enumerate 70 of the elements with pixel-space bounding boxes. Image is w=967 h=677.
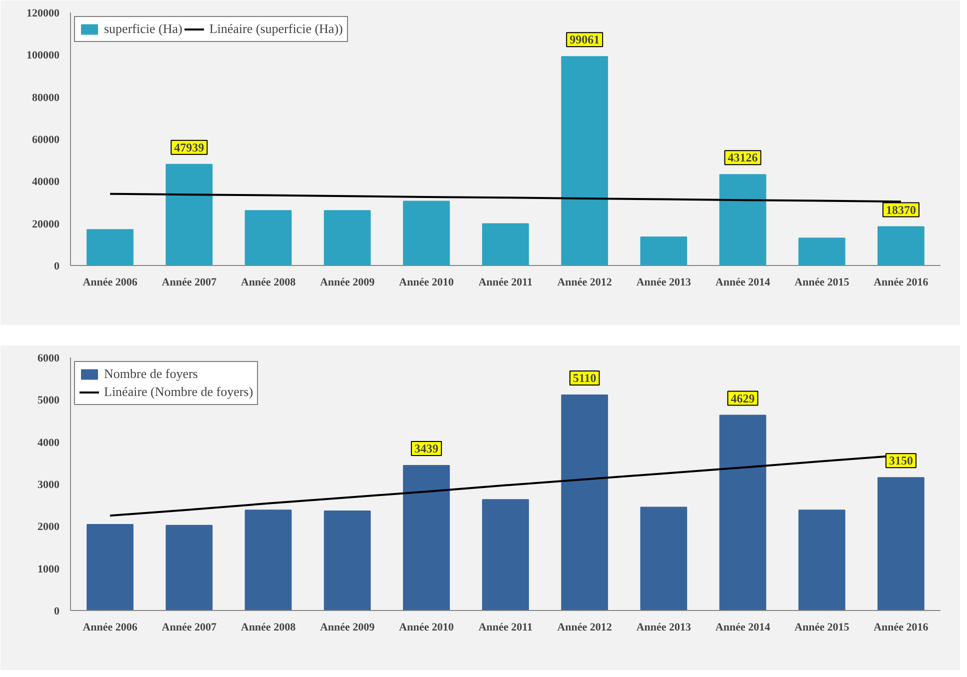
bar — [798, 238, 846, 266]
legend-label: Nombre de foyers — [104, 366, 198, 382]
x-tick-label: Année 2009 — [320, 276, 376, 288]
y-tick-label: 60000 — [32, 134, 60, 146]
y-tick-label: 0 — [54, 606, 60, 618]
x-tick-label: Année 2008 — [240, 622, 296, 634]
data-label: 3150 — [888, 454, 913, 468]
data-label: 4629 — [730, 391, 755, 406]
y-tick-label: 5000 — [38, 394, 60, 407]
legend-label: superficie (Ha) — [104, 21, 182, 37]
bar — [719, 414, 766, 610]
data-label: 99061 — [570, 32, 600, 47]
x-tick-label: Année 2007 — [162, 622, 217, 634]
legend-label: Linéaire (superficie (Ha)) — [209, 21, 343, 37]
legend-label: Linéaire (Nombre de foyers) — [104, 384, 254, 400]
x-tick-label: Année 2015 — [794, 622, 850, 634]
x-tick-label: Année 2011 — [478, 622, 533, 634]
bar — [640, 236, 688, 266]
y-tick-label: 4000 — [38, 436, 60, 449]
y-tick-label: 1000 — [38, 563, 60, 576]
bar — [878, 226, 924, 266]
x-tick-label: Année 2016 — [874, 622, 929, 634]
bar — [482, 223, 529, 266]
x-tick-label: Année 2014 — [715, 276, 771, 288]
y-tick-label: 6000 — [38, 352, 60, 364]
y-tick-label: 0 — [54, 260, 60, 272]
x-tick-label: Année 2012 — [557, 622, 612, 634]
bar — [244, 510, 292, 610]
bar — [561, 56, 608, 266]
x-tick-label: Année 2009 — [320, 622, 376, 634]
y-tick-label: 80000 — [32, 92, 60, 104]
bar — [86, 229, 134, 266]
x-tick-label: Année 2010 — [399, 622, 454, 634]
y-tick-label: 3000 — [38, 479, 60, 491]
x-tick-label: Année 2007 — [162, 276, 217, 288]
x-tick-label: Année 2012 — [557, 276, 612, 288]
bar — [719, 174, 766, 266]
x-tick-label: Année 2010 — [399, 276, 454, 288]
x-tick-label: Année 2013 — [636, 276, 692, 288]
x-tick-label: Année 2006 — [82, 276, 138, 288]
x-tick-label: Année 2013 — [636, 622, 692, 634]
y-tick-label: 20000 — [32, 218, 60, 230]
x-tick-label: Année 2008 — [240, 276, 296, 288]
x-tick-label: Année 2014 — [715, 622, 771, 634]
bar — [244, 210, 292, 266]
data-label: 5110 — [572, 371, 596, 386]
y-tick-label: 100000 — [26, 50, 60, 62]
bar — [86, 524, 134, 610]
data-label: 18370 — [886, 202, 916, 217]
bar — [640, 506, 688, 610]
y-tick-label: 2000 — [38, 521, 60, 534]
bar — [561, 394, 608, 610]
bar — [402, 200, 450, 266]
data-label: 3439 — [414, 441, 438, 456]
x-tick-label: Année 2016 — [874, 276, 929, 288]
bar — [324, 210, 371, 266]
x-tick-label: Année 2006 — [82, 622, 138, 634]
bar — [878, 477, 924, 610]
data-label: 43126 — [728, 150, 758, 165]
bar — [798, 510, 846, 610]
bar — [482, 499, 529, 610]
bar — [166, 164, 213, 266]
bar — [324, 510, 371, 610]
y-tick-label: 120000 — [26, 8, 60, 20]
bar — [166, 524, 213, 610]
x-tick-label: Année 2015 — [794, 276, 850, 288]
bar — [402, 464, 450, 610]
data-label: 47939 — [174, 140, 204, 154]
y-tick-label: 40000 — [32, 176, 60, 188]
x-tick-label: Année 2011 — [478, 276, 533, 288]
